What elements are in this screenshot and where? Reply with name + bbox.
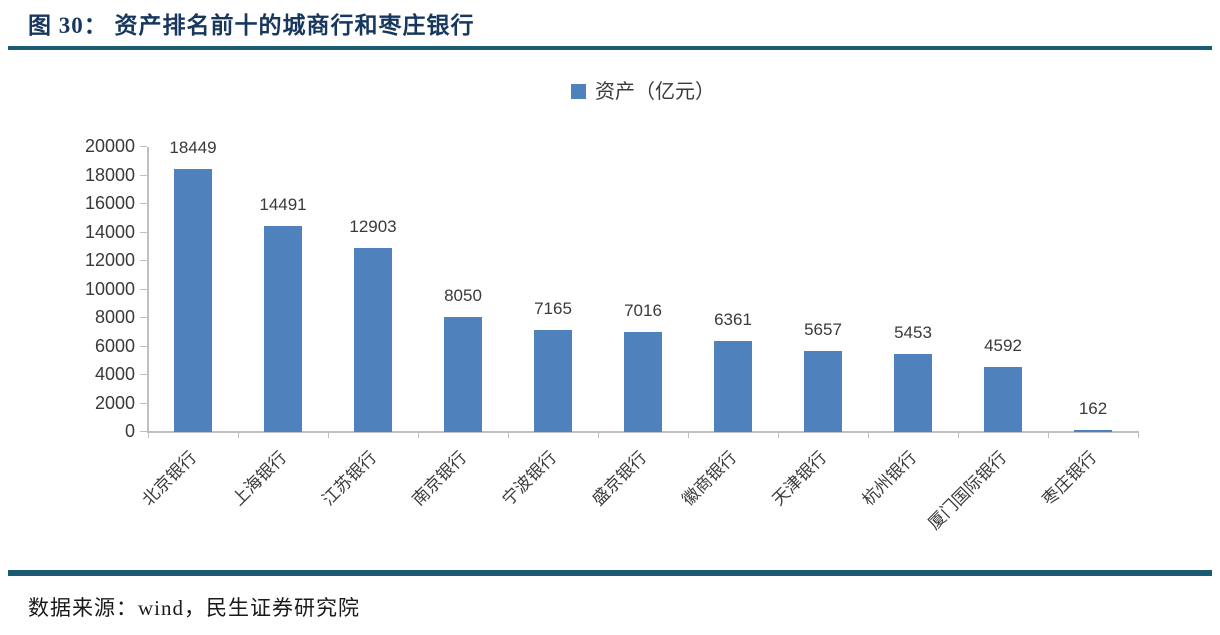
top-divider xyxy=(8,46,1212,50)
bar xyxy=(174,169,212,432)
y-axis-tick-label: 20000 xyxy=(84,136,135,156)
bar-value-label: 162 xyxy=(1078,399,1108,418)
y-axis-tick xyxy=(140,346,147,347)
bar-value-label: 7016 xyxy=(624,301,662,320)
x-axis-tick xyxy=(688,432,689,438)
y-axis-tick-label: 18000 xyxy=(84,165,135,185)
y-axis-tick xyxy=(140,232,147,233)
y-axis-line xyxy=(147,147,149,432)
x-axis-line xyxy=(147,431,1139,433)
bar xyxy=(714,341,752,432)
y-axis-tick xyxy=(140,431,147,432)
x-axis-tick xyxy=(148,432,149,438)
y-axis-tick xyxy=(140,175,147,176)
bar-value-label: 7165 xyxy=(534,299,572,318)
y-axis-tick-label: 10000 xyxy=(84,279,135,299)
x-axis-tick xyxy=(508,432,509,438)
y-axis-tick xyxy=(140,403,147,404)
y-axis-tick-label: 12000 xyxy=(84,250,135,270)
x-axis-tick xyxy=(598,432,599,438)
x-axis-tick xyxy=(778,432,779,438)
x-axis-tick xyxy=(958,432,959,438)
bar xyxy=(804,351,842,432)
bar xyxy=(984,367,1022,432)
y-axis-tick xyxy=(140,374,147,375)
chart-legend: 资产（亿元） xyxy=(148,75,1138,104)
x-axis-tick xyxy=(328,432,329,438)
bar-value-label: 12903 xyxy=(349,217,397,236)
bar-value-label: 5453 xyxy=(894,323,932,342)
bar xyxy=(354,248,392,432)
bar xyxy=(264,226,302,432)
y-axis-tick xyxy=(140,260,147,261)
y-axis-tick-label: 6000 xyxy=(94,336,135,356)
bar-value-label: 6361 xyxy=(714,310,752,329)
bar xyxy=(1074,430,1112,432)
y-axis-tick-label: 14000 xyxy=(84,222,135,242)
bar-value-label: 14491 xyxy=(259,195,307,214)
bar-value-label: 18449 xyxy=(169,138,217,157)
bar-value-label: 4592 xyxy=(984,336,1022,355)
x-axis-tick xyxy=(418,432,419,438)
y-axis-tick xyxy=(140,289,147,290)
figure-header: 图 30： 资产排名前十的城商行和枣庄银行 xyxy=(0,0,1220,46)
y-axis-tick xyxy=(140,203,147,204)
y-axis-tick xyxy=(140,317,147,318)
bottom-divider xyxy=(8,570,1212,576)
x-axis-tick xyxy=(1138,432,1139,438)
bar-value-label: 8050 xyxy=(444,286,482,305)
bar-value-label: 5657 xyxy=(804,320,842,339)
bar xyxy=(894,354,932,432)
x-axis-tick xyxy=(238,432,239,438)
y-axis-tick xyxy=(140,146,147,147)
y-axis-tick-label: 2000 xyxy=(94,393,135,413)
y-axis-tick-label: 16000 xyxy=(84,193,135,213)
x-axis-tick xyxy=(1048,432,1049,438)
bar xyxy=(624,332,662,432)
bar xyxy=(534,330,572,432)
figure-title: 图 30： 资产排名前十的城商行和枣庄银行 xyxy=(28,13,475,38)
bar-chart: 资产（亿元） 0 2000 4000 6000 8000 10000 12000 14000 1… xyxy=(0,50,1220,570)
y-axis-tick-label: 0 xyxy=(124,421,135,441)
bar xyxy=(444,317,482,432)
legend-swatch-icon xyxy=(571,84,586,99)
x-axis-tick xyxy=(868,432,869,438)
y-axis-tick-label: 8000 xyxy=(94,307,135,327)
y-axis-tick-label: 4000 xyxy=(94,364,135,384)
report-figure: 图 30： 资产排名前十的城商行和枣庄银行 资产（亿元） 0 2000 4000 60… xyxy=(0,0,1220,620)
legend-label: 资产（亿元） xyxy=(595,81,715,103)
data-source: 数据来源：wind，民生证券研究院 xyxy=(28,596,360,620)
